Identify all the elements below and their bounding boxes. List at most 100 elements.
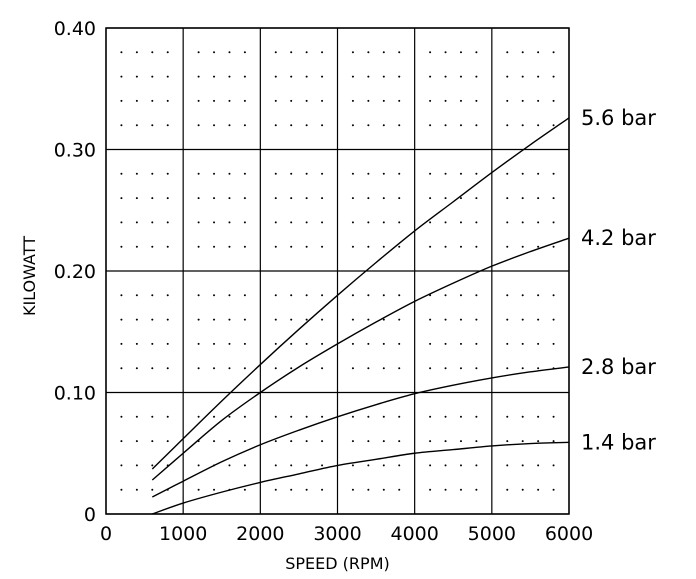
minor-grid-dot — [398, 440, 401, 443]
minor-grid-dot — [120, 367, 123, 370]
minor-grid-dot — [151, 75, 154, 78]
minor-grid-dot — [228, 415, 231, 418]
minor-grid-dot — [429, 367, 432, 370]
minor-grid-dot — [475, 221, 478, 224]
minor-grid-dot — [321, 440, 324, 443]
minor-grid-dot — [382, 245, 385, 248]
minor-grid-dot — [367, 245, 370, 248]
minor-grid-dot — [521, 124, 524, 127]
minor-grid-dot — [351, 488, 354, 491]
minor-grid-dot — [120, 75, 123, 78]
series-line-3 — [152, 441, 570, 515]
minor-grid-dot — [475, 172, 478, 175]
minor-grid-dot — [506, 51, 509, 54]
minor-grid-dot — [243, 318, 246, 321]
minor-grid-dot — [552, 99, 555, 102]
series-group — [151, 117, 570, 515]
minor-grid-dot — [429, 51, 432, 54]
minor-grid-dot — [166, 318, 169, 321]
minor-grid-dot — [228, 367, 231, 370]
minor-grid-dot — [351, 124, 354, 127]
minor-grid-dot — [367, 464, 370, 467]
minor-grid-dot — [305, 318, 308, 321]
minor-grid-dot — [321, 221, 324, 224]
minor-grid-dot — [382, 318, 385, 321]
minor-grid-dot — [506, 415, 509, 418]
minor-grid-dot — [213, 440, 216, 443]
minor-grid-dot — [274, 124, 277, 127]
minor-grid-dot — [506, 294, 509, 297]
minor-grid-dot — [521, 415, 524, 418]
minor-grid-dot — [367, 75, 370, 78]
minor-grid-dot — [151, 367, 154, 370]
minor-grid-dot — [382, 75, 385, 78]
minor-grid-dot — [120, 440, 123, 443]
minor-grid-dot — [367, 124, 370, 127]
minor-grid-dot — [243, 75, 246, 78]
minor-grid-dot — [429, 318, 432, 321]
major-grid — [105, 27, 570, 515]
minor-grid-dot — [382, 342, 385, 345]
minor-grid-dot — [151, 464, 154, 467]
minor-grid-dot — [228, 294, 231, 297]
minor-grid-dot — [537, 221, 540, 224]
minor-grid-dot — [166, 245, 169, 248]
minor-grid-dot — [135, 75, 138, 78]
minor-grid-dot — [321, 294, 324, 297]
minor-grid-dot — [382, 221, 385, 224]
minor-grid-dot — [398, 294, 401, 297]
minor-grid-dot — [213, 99, 216, 102]
minor-grid-dot — [506, 99, 509, 102]
minor-grid-dot — [166, 415, 169, 418]
minor-grid-dot — [151, 440, 154, 443]
minor-grid-dots — [120, 51, 555, 491]
minor-grid-dot — [274, 440, 277, 443]
minor-grid-dot — [429, 415, 432, 418]
minor-grid-dot — [120, 172, 123, 175]
minor-grid-dot — [521, 245, 524, 248]
minor-grid-dot — [274, 294, 277, 297]
minor-grid-dot — [213, 245, 216, 248]
minor-grid-dot — [213, 367, 216, 370]
minor-grid-dot — [274, 197, 277, 200]
minor-grid-dot — [321, 124, 324, 127]
minor-grid-dot — [135, 488, 138, 491]
minor-grid-dot — [197, 415, 200, 418]
minor-grid-dot — [213, 124, 216, 127]
minor-grid-dot — [135, 415, 138, 418]
minor-grid-dot — [552, 51, 555, 54]
minor-grid-dot — [243, 294, 246, 297]
minor-grid-dot — [351, 464, 354, 467]
minor-grid-dot — [135, 172, 138, 175]
minor-grid-dot — [321, 51, 324, 54]
minor-grid-dot — [305, 51, 308, 54]
minor-grid-dot — [521, 367, 524, 370]
minor-grid-dot — [135, 464, 138, 467]
minor-grid-dot — [151, 99, 154, 102]
minor-grid-dot — [321, 245, 324, 248]
minor-grid-dot — [398, 172, 401, 175]
minor-grid-dot — [475, 342, 478, 345]
minor-grid-dot — [552, 318, 555, 321]
minor-grid-dot — [521, 318, 524, 321]
minor-grid-dot — [367, 197, 370, 200]
minor-grid-dot — [290, 318, 293, 321]
minor-grid-dot — [213, 51, 216, 54]
minor-grid-dot — [382, 51, 385, 54]
minor-grid-dot — [521, 488, 524, 491]
minor-grid-dot — [444, 75, 447, 78]
minor-grid-dot — [243, 367, 246, 370]
minor-grid-dot — [367, 51, 370, 54]
minor-grid-dot — [475, 294, 478, 297]
minor-grid-dot — [552, 245, 555, 248]
minor-grid-dot — [321, 318, 324, 321]
minor-grid-dot — [151, 488, 154, 491]
x-tick-label: 0 — [100, 523, 112, 545]
minor-grid-dot — [459, 415, 462, 418]
minor-grid-dot — [290, 124, 293, 127]
minor-grid-dot — [537, 342, 540, 345]
minor-grid-dot — [135, 124, 138, 127]
minor-grid-dot — [351, 99, 354, 102]
minor-grid-dot — [197, 99, 200, 102]
minor-grid-dot — [459, 342, 462, 345]
